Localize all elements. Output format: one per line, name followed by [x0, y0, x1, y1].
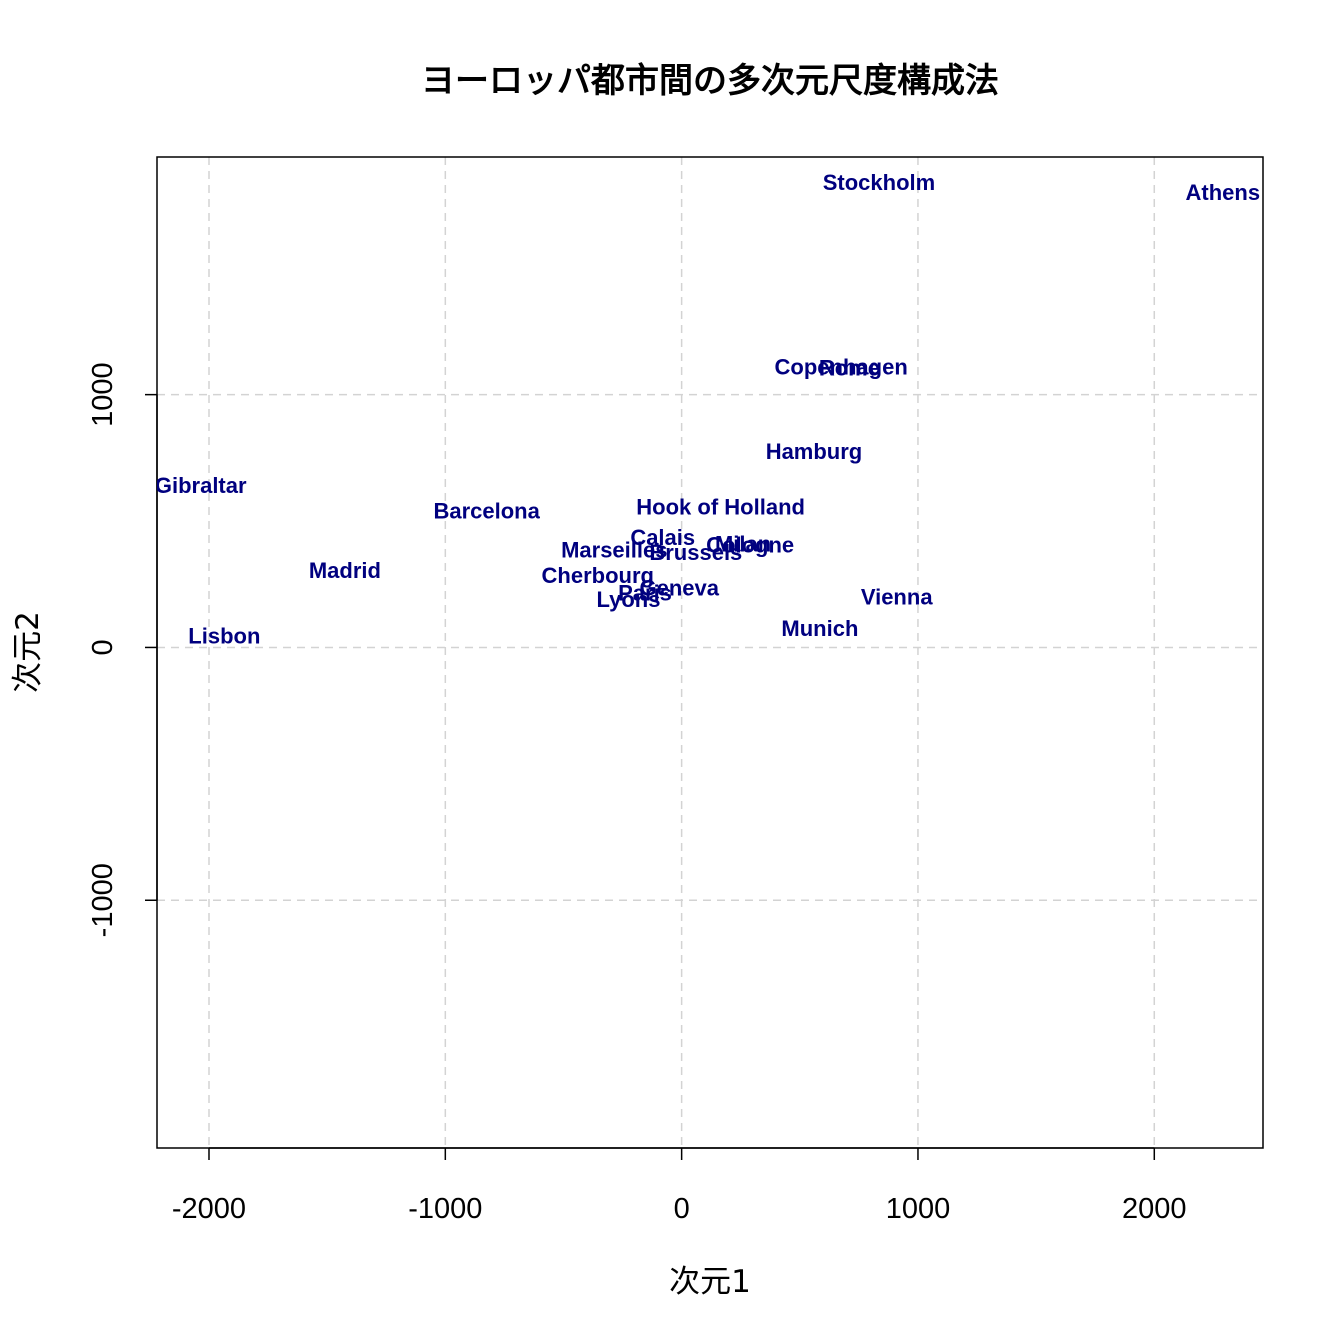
x-axis: -2000 -1000 0 1000 2000: [172, 1147, 1187, 1225]
y-axis: -1000 0 1000: [87, 362, 158, 937]
point-label-hamburg: Hamburg: [766, 439, 863, 464]
point-label-copenhagen: Copenhagen: [775, 354, 908, 379]
x-tick-label: 1000: [886, 1193, 951, 1225]
grid-lines: [157, 157, 1263, 1148]
y-axis-label: 次元2: [10, 611, 46, 693]
plot-frame: [156, 156, 1264, 1149]
point-label-madrid: Madrid: [309, 558, 381, 583]
chart-title: ヨーロッパ都市間の多次元尺度構成法: [421, 61, 999, 101]
point-label-gibraltar: Gibraltar: [155, 473, 247, 498]
x-tick-label: 2000: [1122, 1193, 1187, 1225]
x-axis-label: 次元1: [669, 1264, 751, 1300]
x-tick-label: -1000: [408, 1193, 482, 1225]
y-tick-label: 1000: [87, 362, 119, 427]
point-label-hook-of-holland: Hook of Holland: [636, 495, 805, 520]
point-label-barcelona: Barcelona: [433, 498, 540, 523]
point-label-geneva: Geneva: [640, 576, 720, 601]
y-tick-label: 0: [87, 639, 119, 655]
x-tick-label: 0: [674, 1193, 690, 1225]
point-label-rome: Rome: [819, 356, 880, 381]
point-label-cherbourg: Cherbourg: [542, 563, 654, 588]
point-label-calais: Calais: [630, 525, 695, 550]
point-label-vienna: Vienna: [861, 584, 934, 609]
point-label-lisbon: Lisbon: [188, 624, 260, 649]
point-label-munich: Munich: [781, 616, 858, 641]
point-label-cologne: Cologne: [706, 533, 794, 558]
x-tick-label: -2000: [172, 1193, 246, 1225]
point-label-brussels: Brussels: [649, 540, 742, 565]
point-label-paris: Paris: [618, 581, 672, 606]
point-label-milan: Milan: [715, 531, 771, 556]
point-label-lyons: Lyons: [596, 587, 660, 612]
point-label-marseilles: Marseilles: [561, 538, 667, 563]
point-label-stockholm: Stockholm: [823, 170, 935, 195]
point-label-athens: Athens: [1186, 180, 1261, 205]
point-labels: Athens Rome Gibraltar Barcelona Milan Marseil…: [155, 170, 1261, 649]
y-tick-label: -1000: [87, 863, 119, 937]
